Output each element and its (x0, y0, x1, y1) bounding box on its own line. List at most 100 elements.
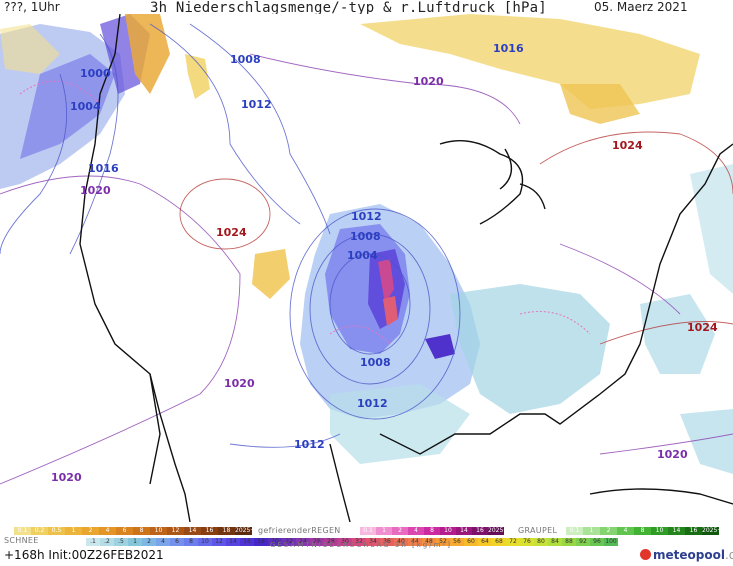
total-legend-swatch: 1 (128, 538, 142, 546)
freezing_rain-legend-swatch: 10 (440, 527, 456, 535)
isobar-label: 1004 (347, 249, 378, 262)
total-legend-swatch: .2 (100, 538, 114, 546)
hail-legend-swatch: 10 (651, 527, 668, 535)
total-legend-swatch: 28 (324, 538, 338, 546)
logo-tld: .org (724, 548, 733, 562)
freezing_rain-legend-swatch: 0.1 (360, 527, 376, 535)
total-legend-swatch: 4 (156, 538, 170, 546)
precip-layer (0, 14, 733, 474)
isobar-label: 1020 (413, 75, 444, 88)
total-legend-swatch: 40 (394, 538, 408, 546)
total-legend-swatch: 52 (436, 538, 450, 546)
snow-legend-swatch: 1 (65, 527, 82, 535)
isobar-label: 1016 (493, 42, 524, 55)
isobar-label: 1012 (294, 438, 325, 451)
total-legend-swatch: 10 (198, 538, 212, 546)
total-precip-scale: .1.2.5 1 2 4 6 8 10 12 14 16 18 20 22 24 26 28 30 32 34 36 4… (86, 538, 618, 546)
total-legend-swatch: 30 (338, 538, 352, 546)
meteopool-logo[interactable]: meteopool.org (640, 548, 733, 562)
hail-legend-swatch: 8 (634, 527, 651, 535)
total-legend-swatch: 84 (548, 538, 562, 546)
snow-legend-swatch: 0.2 (31, 527, 48, 535)
freezing-rain-legend-title: gefrierenderREGEN (258, 526, 341, 535)
total-legend-swatch: 44 (408, 538, 422, 546)
map-title: 3h Niederschlagsmenge/-typ & r.Luftdruck… (150, 0, 547, 16)
freezing_rain-legend-swatch: 4 (408, 527, 424, 535)
snow-legend-swatch: 2 (82, 527, 99, 535)
total-legend-swatch: 16 (240, 538, 254, 546)
forecast-hour: +168h (4, 548, 45, 562)
hail-legend-swatch: 2 (600, 527, 617, 535)
forecast-info: +168h Init:00Z26FEB2021 (4, 548, 164, 562)
total-legend-swatch: 6 (170, 538, 184, 546)
forecast-date: 05. Maerz 2021 (594, 0, 688, 14)
isobar-label: 1008 (350, 230, 381, 243)
total-legend-swatch: 100 (604, 538, 618, 546)
isobar-label: 1012 (357, 397, 388, 410)
total-legend-swatch: 76 (520, 538, 534, 546)
logo-dot-icon (640, 549, 651, 560)
snow-legend-swatch: 18 (218, 527, 235, 535)
total-legend-swatch: 88 (562, 538, 576, 546)
total-legend-swatch: 24 (296, 538, 310, 546)
map-header: ???, 1Uhr 3h Niederschlagsmenge/-typ & r… (0, 0, 733, 18)
total-legend-swatch: 22 (282, 538, 296, 546)
isobar-label: 1012 (351, 210, 382, 223)
total-legend-swatch: 96 (590, 538, 604, 546)
hail-legend-swatch: 16 (685, 527, 702, 535)
isobar-label: 1024 (216, 226, 247, 239)
total-legend-swatch: 18 (254, 538, 268, 546)
total-legend-swatch: 8 (184, 538, 198, 546)
isobar-label: 1008 (230, 53, 261, 66)
freezing_rain-legend-swatch: 16 (472, 527, 488, 535)
hail-legend-swatch: 0.1 (566, 527, 583, 535)
isobar-label: 1000 (80, 67, 111, 80)
total-legend-swatch: 14 (226, 538, 240, 546)
total-legend-swatch: .5 (114, 538, 128, 546)
total-legend-swatch: 92 (576, 538, 590, 546)
freezing_rain-legend-swatch: 1 (376, 527, 392, 535)
freezing_rain-legend-swatch: 8 (424, 527, 440, 535)
init-time: Init:00Z26FEB2021 (48, 548, 164, 562)
run-label: ???, 1Uhr (4, 0, 60, 14)
logo-name: meteopool (653, 548, 725, 562)
hail-legend-title: GRAUPEL (518, 526, 558, 535)
isobar-label: 1016 (88, 162, 119, 175)
snow-legend-swatch: 8 (133, 527, 150, 535)
hail-legend-swatch: 4 (617, 527, 634, 535)
total-legend-swatch: 36 (380, 538, 394, 546)
isobar-label: 1012 (241, 98, 272, 111)
total-legend-swatch: 60 (464, 538, 478, 546)
hail-legend-swatch: 14 (668, 527, 685, 535)
total-legend-swatch: 68 (492, 538, 506, 546)
freezing_rain-legend-swatch: 2025+ (488, 527, 504, 535)
total-legend-swatch: 20 (268, 538, 282, 546)
snow-legend-swatch: 10 (150, 527, 167, 535)
snow-legend-swatch: 16 (201, 527, 218, 535)
total-legend-swatch: 12 (212, 538, 226, 546)
isobar-label: 1020 (657, 448, 688, 461)
isobar-label: 1004 (70, 100, 101, 113)
total-legend-swatch: 72 (506, 538, 520, 546)
isobar-lines (0, 23, 733, 485)
coastlines (79, 14, 733, 522)
snow-legend-swatch: 14 (184, 527, 201, 535)
total-legend-swatch: 48 (422, 538, 436, 546)
pressure-precip-map (0, 14, 733, 522)
isobar-label: 1024 (687, 321, 718, 334)
snow-legend-swatch: 6 (116, 527, 133, 535)
total-legend-swatch: 56 (450, 538, 464, 546)
snow-legend-swatch: 12 (167, 527, 184, 535)
isobar-label: 1020 (51, 471, 82, 484)
snow-legend-title: SCHNEE (4, 536, 39, 545)
freezing_rain-legend-swatch: 2 (392, 527, 408, 535)
total-legend-swatch: 64 (478, 538, 492, 546)
snow-legend-swatch: 4 (99, 527, 116, 535)
total-legend-swatch: 2 (142, 538, 156, 546)
isobar-label: 1024 (612, 139, 643, 152)
snow-legend-swatch: 0.1 (14, 527, 31, 535)
